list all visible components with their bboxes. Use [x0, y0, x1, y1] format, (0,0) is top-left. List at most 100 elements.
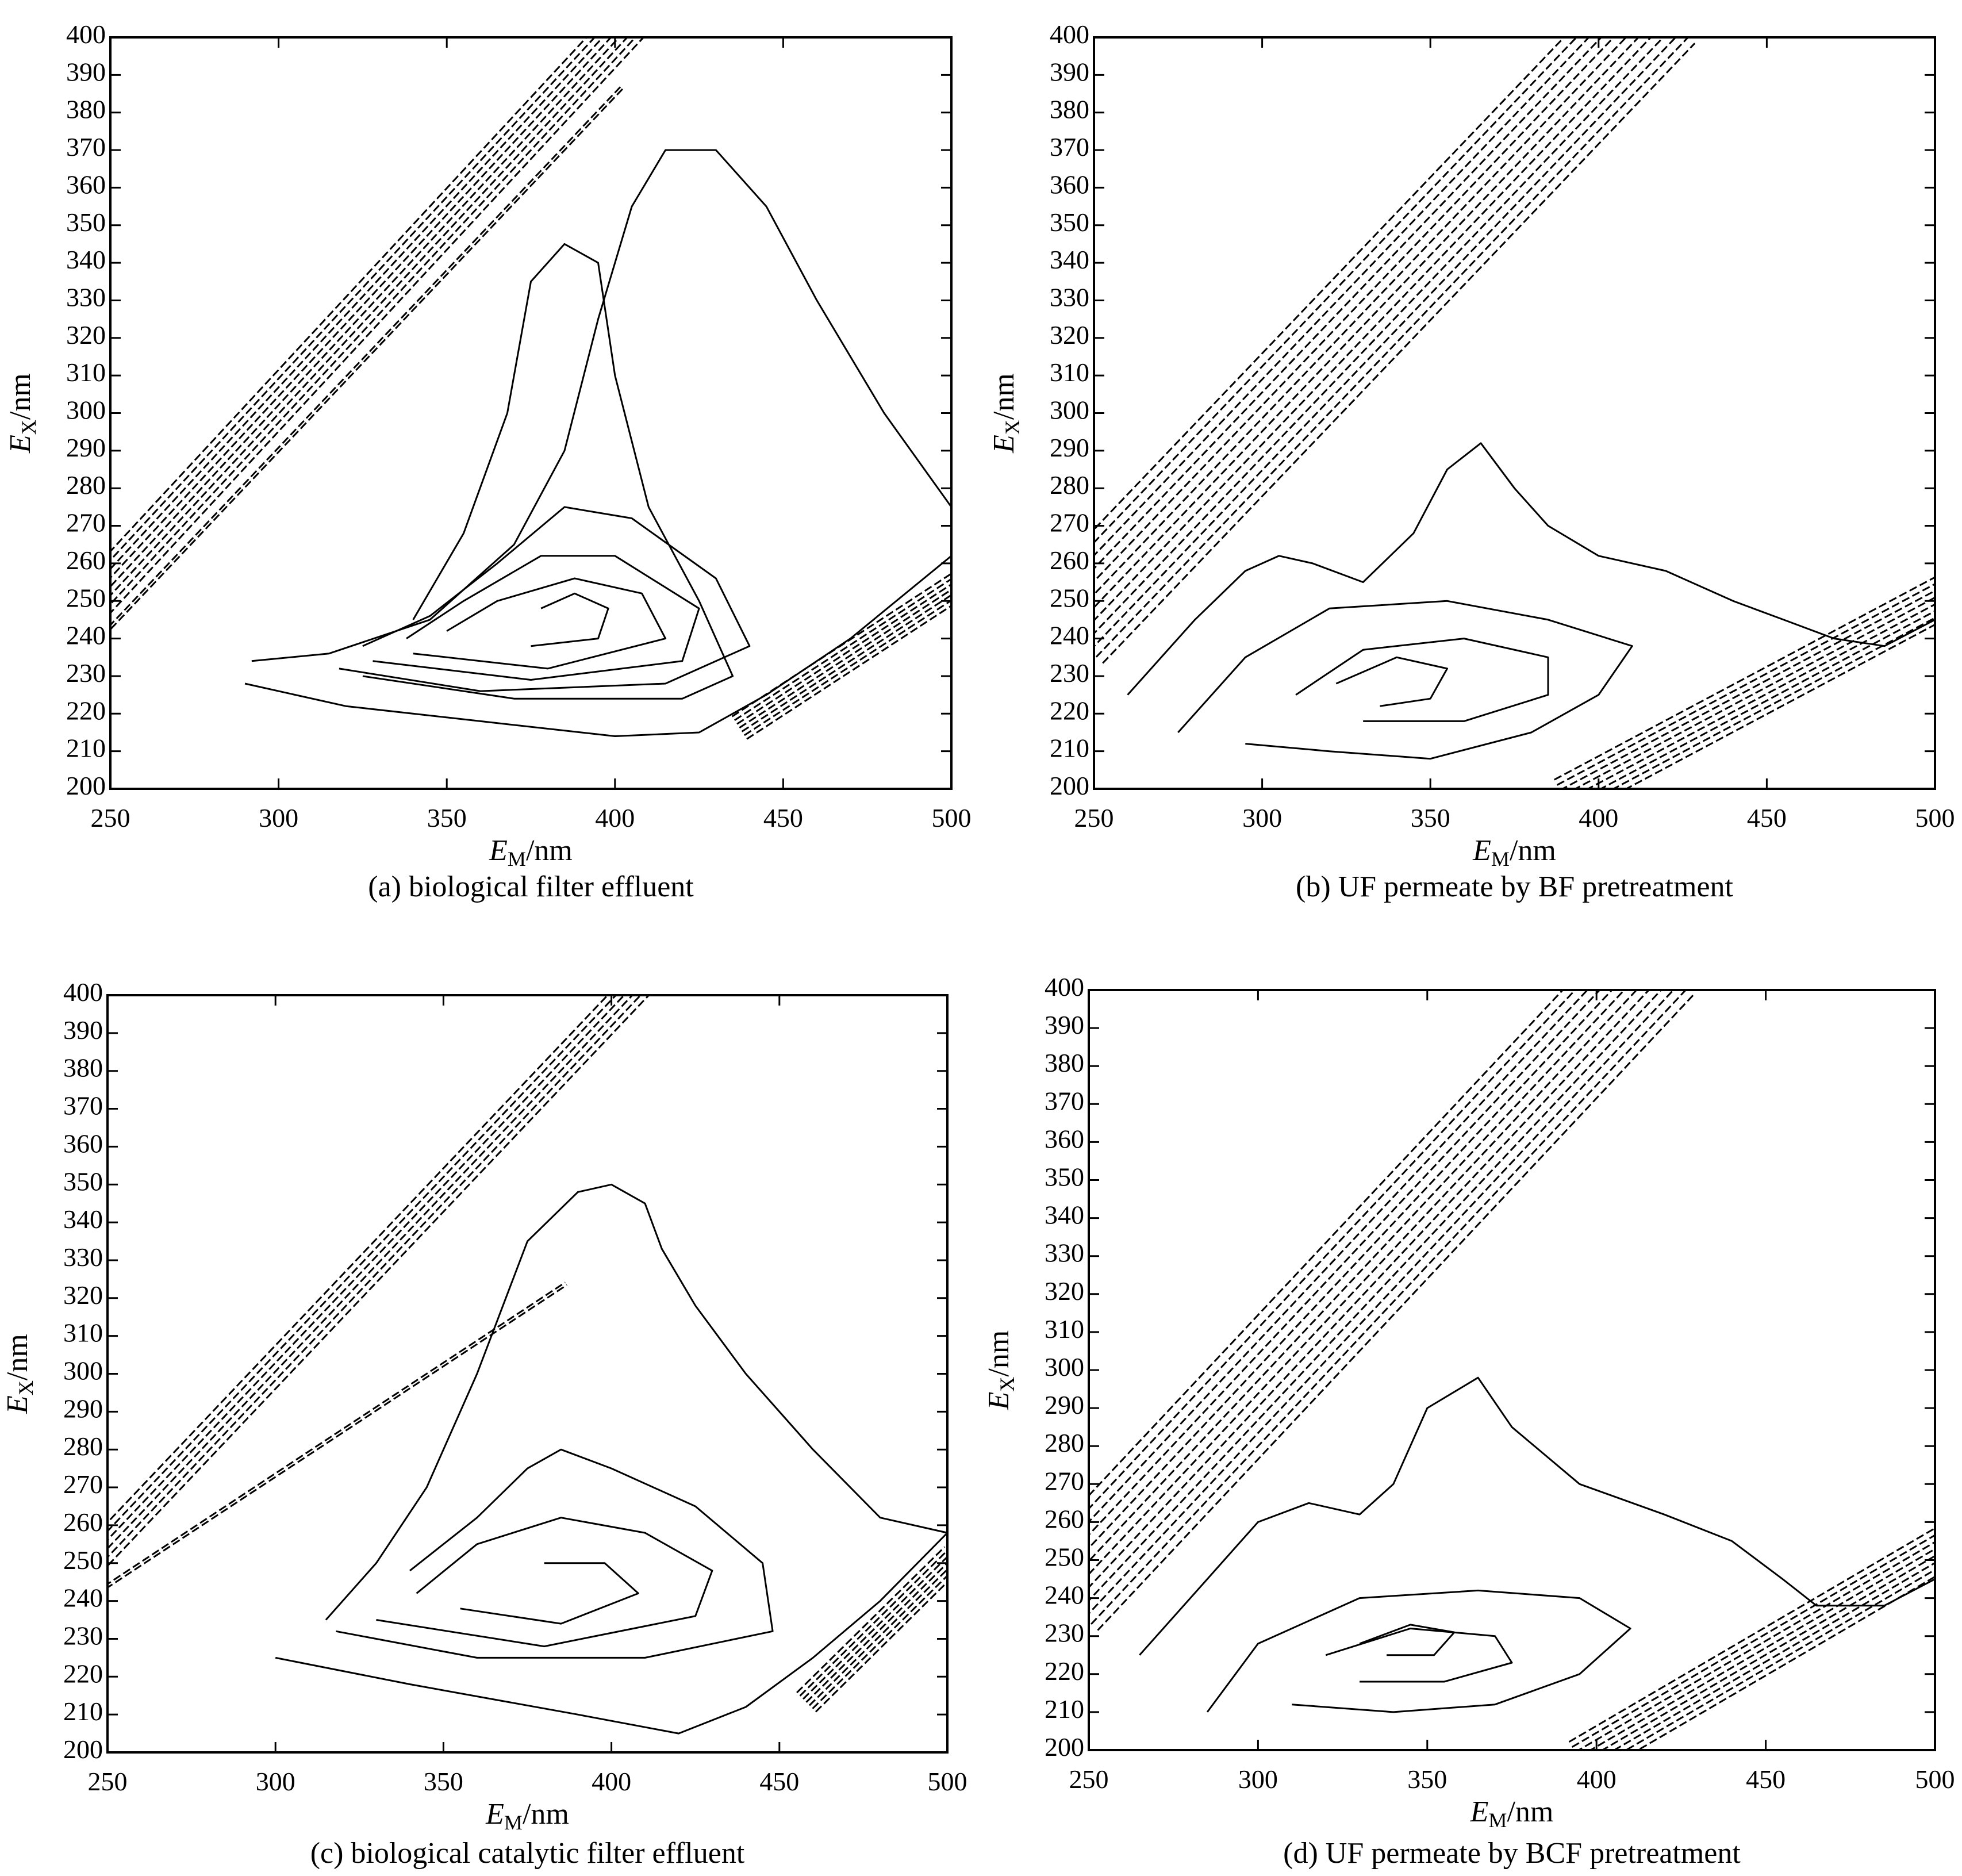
x-label-unit: /nm — [1510, 834, 1556, 867]
scatter-band-contour — [1089, 990, 1662, 1602]
scatter-band-contour — [107, 995, 634, 1550]
y-tick-label: 200 — [63, 1735, 103, 1764]
plot-area — [1094, 37, 1935, 789]
x-tick-label: 400 — [595, 803, 635, 833]
contour-line — [373, 555, 700, 681]
x-tick-label: 350 — [1411, 803, 1450, 833]
panel-b: 250 300 350 400 450 500 200 210 220 230 240 250 260 2… — [988, 20, 1955, 903]
y-tick-label: 270 — [66, 508, 106, 538]
y-tick-label: 210 — [66, 734, 106, 763]
y-tick-label: 300 — [63, 1356, 103, 1386]
x-axis-label: EM/nm — [1470, 1796, 1554, 1832]
contour-line — [413, 577, 667, 670]
y-tick-label: 320 — [66, 320, 106, 350]
scatter-band-contour — [805, 1562, 947, 1703]
y-tick-label: 310 — [66, 358, 106, 387]
y-tick-label: 250 — [63, 1545, 103, 1575]
scatter-band-contour — [1089, 990, 1650, 1589]
scatter-band-contour — [796, 1546, 946, 1694]
y-tick-label: 230 — [66, 658, 106, 688]
y-tick-label: 280 — [63, 1432, 103, 1461]
scatter-band-contour — [110, 37, 629, 597]
y-tick-label: 380 — [1050, 95, 1089, 124]
y-tick-label: 350 — [1045, 1163, 1084, 1192]
x-tick-label: 500 — [928, 1767, 967, 1796]
scatter-band-contour — [741, 594, 951, 732]
contour-line — [1177, 600, 1633, 760]
y-tick-label: 400 — [1045, 972, 1084, 1002]
x-tick-label: 250 — [91, 803, 130, 833]
scatter-band-contour — [1095, 37, 1689, 658]
scatter-band-contour — [1561, 589, 1935, 789]
scatter-band-contour — [1089, 990, 1601, 1536]
x-tick-label: 400 — [592, 1767, 631, 1796]
scatter-band-contour — [1573, 596, 1935, 789]
y-tick-label: 310 — [1045, 1314, 1084, 1344]
x-tick-label: 300 — [1238, 1764, 1278, 1794]
contour-line — [531, 592, 609, 647]
scatter-band-contour — [1094, 37, 1565, 531]
y-tick-label: 200 — [1045, 1732, 1084, 1762]
y-tick-label: 320 — [63, 1280, 103, 1310]
y-tick-label: 270 — [1045, 1466, 1084, 1495]
x-tick-label: 350 — [1407, 1764, 1447, 1794]
panel-caption: (d) UF permeate by BCF pretreatment — [1283, 1837, 1741, 1870]
y-tick-label: 220 — [66, 696, 106, 725]
y-tick-label: 400 — [66, 20, 106, 49]
scatter-band-contour — [1571, 1534, 1935, 1748]
scatter-band-contour — [746, 604, 951, 740]
y-tick-label: 330 — [1050, 282, 1089, 312]
contour-line — [1127, 442, 1935, 696]
scatter-band-contour — [744, 599, 951, 736]
x-tick-label: 300 — [259, 803, 298, 833]
scatter-band-contour — [1089, 990, 1638, 1576]
scatter-band-contour — [1102, 43, 1696, 664]
y-tick-label: 390 — [1045, 1010, 1084, 1039]
x-tick-label: 450 — [763, 803, 803, 833]
y-tick-label: 400 — [63, 977, 103, 1007]
y-tick-label: 240 — [63, 1583, 103, 1613]
y-label-unit: /nm — [4, 373, 37, 420]
x-label-main: E — [489, 834, 508, 867]
contour-line — [244, 149, 951, 737]
y-tick-label: 260 — [63, 1507, 103, 1537]
x-tick-label: 250 — [1074, 803, 1114, 833]
scatter-band-contour — [110, 87, 624, 631]
scatter-band-contour — [1568, 1527, 1935, 1743]
y-label-sub: X — [14, 1380, 37, 1395]
scatter-band-contour — [1094, 37, 1665, 635]
x-tick-label: 450 — [1747, 803, 1787, 833]
scatter-band-contour — [1624, 623, 1935, 789]
y-tick-label: 350 — [1050, 208, 1089, 237]
contour-line — [275, 1183, 947, 1735]
y-tick-label: 370 — [63, 1091, 103, 1121]
y-tick-label: 250 — [66, 583, 106, 612]
scatter-band-contour — [1089, 990, 1576, 1510]
scatter-band-contour — [736, 583, 951, 725]
y-tick-label: 230 — [63, 1621, 103, 1650]
y-tick-label: 370 — [1050, 132, 1089, 162]
scatter-band-contour — [1094, 37, 1652, 622]
y-tick-label: 380 — [66, 95, 106, 124]
y-tick-label: 280 — [1050, 470, 1089, 500]
x-label-unit: /nm — [526, 834, 573, 867]
scatter-band-contour — [110, 37, 620, 588]
y-tick-label: 390 — [66, 57, 106, 86]
scatter-band-contour — [107, 1282, 566, 1585]
scatter-band-contour — [1094, 37, 1590, 557]
scatter-band-contour — [1556, 583, 1935, 786]
y-tick-label: 220 — [1045, 1656, 1084, 1686]
y-label-main: E — [988, 435, 1020, 454]
y-tick-label: 280 — [66, 470, 106, 500]
scatter-band-contour — [1089, 990, 1564, 1497]
x-tick-label: 250 — [1069, 1764, 1109, 1794]
scatter-band-contour — [107, 995, 609, 1524]
y-label-sub: X — [17, 420, 40, 435]
x-tick-label: 500 — [1915, 803, 1955, 833]
y-tick-label: 210 — [63, 1697, 103, 1726]
y-tick-label: 380 — [1045, 1048, 1084, 1077]
y-tick-label: 270 — [1050, 508, 1089, 538]
scatter-band-contour — [1089, 990, 1626, 1563]
y-tick-label: 300 — [66, 396, 106, 425]
